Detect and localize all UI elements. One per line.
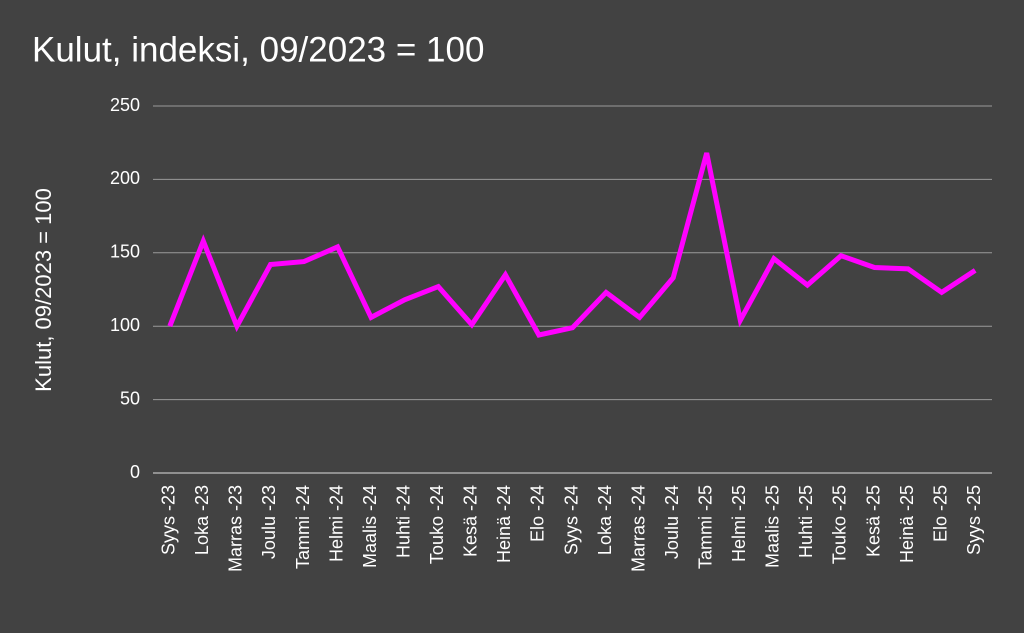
y-axis-label: Kulut, 09/2023 = 100 [31, 188, 56, 392]
y-tick-label: 50 [120, 388, 140, 408]
x-tick-label: Tammi -24 [293, 485, 313, 569]
x-tick-label: Kesä -24 [461, 485, 481, 557]
x-tick-label: Heinä -25 [897, 485, 917, 563]
x-tick-label: Helmi -25 [729, 485, 749, 562]
x-tick-label: Kesä -25 [863, 485, 883, 557]
x-tick-label: Joulu -23 [259, 485, 279, 559]
data-line [167, 152, 977, 338]
x-tick-label: Syys -25 [964, 485, 984, 555]
x-tick-label: Maalis -25 [763, 485, 783, 568]
x-tick-label: Joulu -24 [662, 485, 682, 559]
y-tick-label: 0 [130, 462, 140, 482]
x-tick-label: Loka -23 [192, 485, 212, 555]
x-tick-label: Syys -24 [561, 485, 581, 555]
chart-title: Kulut, indeksi, 09/2023 = 100 [32, 30, 484, 69]
x-tick-label: Huhti -24 [393, 485, 413, 558]
x-tick-label: Touko -25 [830, 485, 850, 564]
y-tick-label: 200 [110, 168, 140, 188]
x-tick-label: Touko -24 [427, 485, 447, 564]
x-tick-label: Heinä -24 [494, 485, 514, 563]
x-tick-label: Huhti -25 [796, 485, 816, 558]
x-tick-label: Syys -23 [159, 485, 179, 555]
x-tick-label: Maalis -24 [360, 485, 380, 568]
y-tick-label: 150 [110, 242, 140, 262]
x-tick-label: Marras -23 [226, 485, 246, 572]
x-tick-label: Elo -25 [930, 485, 950, 542]
y-tick-label: 250 [110, 95, 140, 115]
x-tick-label: Elo -24 [528, 485, 548, 542]
y-tick-label: 100 [110, 315, 140, 335]
x-tick-label: Loka -24 [595, 485, 615, 555]
x-tick-label: Helmi -24 [326, 485, 346, 562]
x-tick-label: Marras -24 [628, 485, 648, 572]
x-tick-label: Tammi -25 [695, 485, 715, 569]
